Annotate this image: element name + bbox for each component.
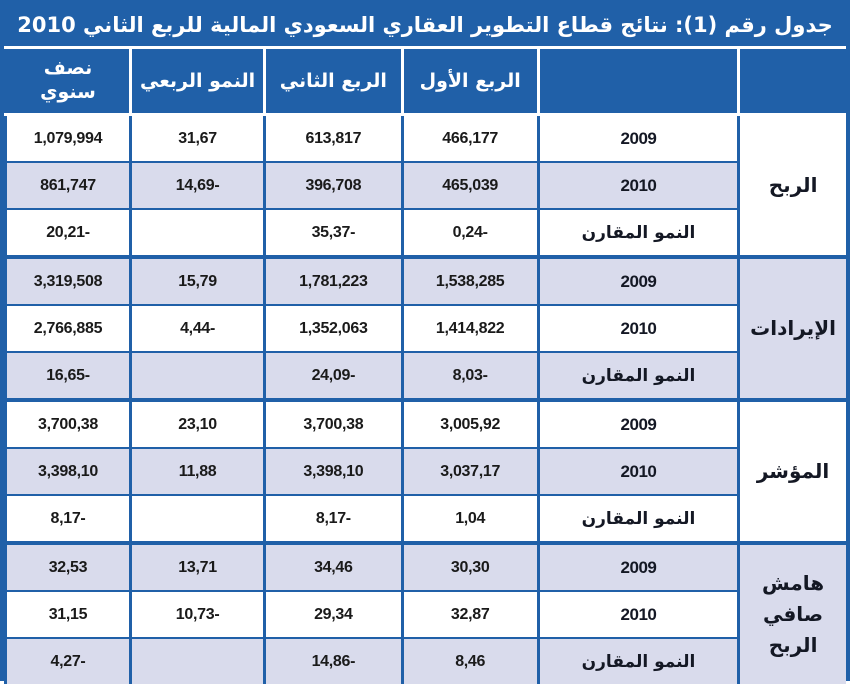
value-cell: 8,17- xyxy=(4,494,131,543)
row-label-cell: 2009 xyxy=(536,398,739,448)
value-cell: 8,17- xyxy=(263,494,403,543)
row-label-cell: النمو المقارن xyxy=(536,208,739,257)
row-label-cell: النمو المقارن xyxy=(536,637,739,684)
value-cell xyxy=(128,494,265,543)
value-cell: 613,817 xyxy=(263,113,403,162)
row-label-cell: 2010 xyxy=(536,447,739,495)
value-cell xyxy=(128,351,265,400)
value-cell: 15,79 xyxy=(128,255,265,305)
value-cell: 8,46 xyxy=(400,637,539,684)
value-cell: 1,04 xyxy=(400,494,539,543)
header-row: الربع الأول الربع الثاني النمو الربعي نص… xyxy=(4,49,846,116)
row-label-cell: النمو المقارن xyxy=(536,351,739,400)
value-cell: 34,46 xyxy=(263,541,403,591)
table-row: الربح 2009 466,177 613,817 31,67 1,079,9… xyxy=(4,113,846,257)
value-cell: 13,71 xyxy=(128,541,265,591)
row-label-cell: 2010 xyxy=(536,590,739,638)
group-label-net-profit-margin: هامش صافي الربح xyxy=(737,541,846,684)
value-cell: 10,73- xyxy=(128,590,265,638)
value-cell: 3,319,508 xyxy=(4,255,131,305)
value-cell: 4,44- xyxy=(128,304,265,352)
table-row: 2010 1,414,822 1,352,063 4,44- 2,766,885 xyxy=(4,304,847,352)
table-row: 2010 32,87 29,34 10,73- 31,15 xyxy=(4,590,847,638)
value-cell: 16,65- xyxy=(4,351,131,400)
col-header-half-year: نصف سنوي xyxy=(4,49,131,116)
value-cell: 35,37- xyxy=(263,208,403,257)
table-row: النمو المقارن 8,03- 24,09- 16,65- xyxy=(4,351,847,400)
row-label-cell: 2009 xyxy=(536,255,739,305)
table-row: هامش صافي الربح 2009 30,30 34,46 13,71 3… xyxy=(4,541,846,684)
col-header-row-label xyxy=(536,49,739,116)
value-cell: 465,039 xyxy=(400,161,539,209)
value-cell: 1,079,994 xyxy=(4,113,131,162)
value-cell xyxy=(128,208,265,257)
value-cell: 466,177 xyxy=(400,113,539,162)
value-cell: 3,700,38 xyxy=(4,398,131,448)
value-cell: 30,30 xyxy=(400,541,539,591)
value-cell: 3,700,38 xyxy=(263,398,403,448)
value-cell: 3,005,92 xyxy=(400,398,539,448)
value-cell: 14,86- xyxy=(263,637,403,684)
value-cell: 396,708 xyxy=(263,161,403,209)
value-cell: 1,414,822 xyxy=(400,304,539,352)
col-header-q2: الربع الثاني xyxy=(263,49,403,116)
group-label-index: المؤشر xyxy=(737,398,846,543)
table-row: النمو المقارن 8,46 14,86- 4,27- xyxy=(4,637,847,684)
row-label-cell: 2009 xyxy=(536,541,739,591)
value-cell: 32,87 xyxy=(400,590,539,638)
value-cell: 861,747 xyxy=(4,161,131,209)
value-cell: 14,69- xyxy=(128,161,265,209)
row-label-cell: 2010 xyxy=(536,161,739,209)
table-title: جدول رقم (1): نتائج قطاع التطوير العقاري… xyxy=(4,4,846,49)
col-header-q1: الربع الأول xyxy=(400,49,539,116)
value-cell: 8,03- xyxy=(400,351,539,400)
value-cell: 0,24- xyxy=(400,208,539,257)
value-cell: 4,27- xyxy=(4,637,131,684)
value-cell: 1,781,223 xyxy=(263,255,403,305)
value-cell: 1,352,063 xyxy=(263,304,403,352)
value-cell: 3,037,17 xyxy=(400,447,539,495)
value-cell: 31,67 xyxy=(128,113,265,162)
value-cell xyxy=(128,637,265,684)
table-row: النمو المقارن 0,24- 35,37- 20,21- xyxy=(4,208,847,257)
row-label-cell: 2009 xyxy=(536,113,739,162)
group-label-revenues: الإيرادات xyxy=(737,255,846,400)
col-header-quarterly-growth: النمو الربعي xyxy=(128,49,265,116)
value-cell: 32,53 xyxy=(4,541,131,591)
value-cell: 2,766,885 xyxy=(4,304,131,352)
financial-results-table: الربع الأول الربع الثاني النمو الربعي نص… xyxy=(4,49,846,684)
value-cell: 3,398,10 xyxy=(4,447,131,495)
value-cell: 23,10 xyxy=(128,398,265,448)
table-row: 2010 465,039 396,708 14,69- 861,747 xyxy=(4,161,847,209)
row-label-cell: النمو المقارن xyxy=(536,494,739,543)
value-cell: 29,34 xyxy=(263,590,403,638)
value-cell: 11,88 xyxy=(128,447,265,495)
value-cell: 3,398,10 xyxy=(263,447,403,495)
group-label-profit: الربح xyxy=(737,113,846,257)
table-row: 2010 3,037,17 3,398,10 11,88 3,398,10 xyxy=(4,447,847,495)
col-header-group xyxy=(737,49,846,116)
table-row: النمو المقارن 1,04 8,17- 8,17- xyxy=(4,494,847,543)
value-cell: 24,09- xyxy=(263,351,403,400)
row-label-cell: 2010 xyxy=(536,304,739,352)
value-cell: 20,21- xyxy=(4,208,131,257)
table-row: المؤشر 2009 3,005,92 3,700,38 23,10 3,70… xyxy=(4,398,846,543)
value-cell: 1,538,285 xyxy=(400,255,539,305)
value-cell: 31,15 xyxy=(4,590,131,638)
table-row: الإيرادات 2009 1,538,285 1,781,223 15,79… xyxy=(4,255,846,400)
